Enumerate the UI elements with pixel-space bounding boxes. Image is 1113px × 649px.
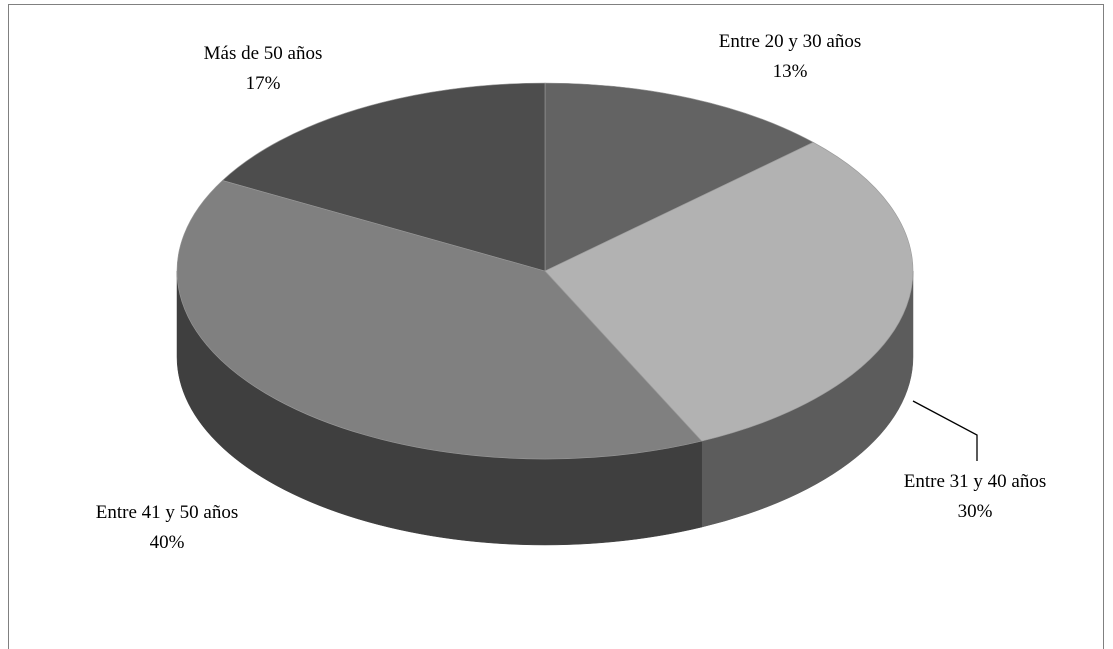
pie-top-slices	[176, 82, 914, 460]
label-percent-entre-31-y-40-anos: 30%	[958, 501, 993, 522]
label-category-entre-41-y-50-anos: Entre 41 y 50 años	[96, 502, 238, 523]
label-category-entre-31-y-40-anos: Entre 31 y 40 años	[904, 471, 1046, 492]
pie-slice-entre-20-y-30-anos	[544, 82, 814, 272]
label-category-entre-20-y-30-anos: Entre 20 y 30 años	[719, 31, 861, 52]
pie-slice-entre-41-y-50-anos	[176, 180, 703, 460]
leader-line-entre-31-y-40-anos	[912, 400, 978, 461]
label-percent-entre-20-y-30-anos: 13%	[773, 61, 808, 82]
label-percent-mas-de-50-anos: 17%	[246, 73, 281, 94]
pie-chart: Entre 20 y 30 años 13% Entre 31 y 40 años 3…	[96, 31, 1046, 553]
leader-lines	[912, 400, 978, 461]
pie-slice-mas-de-50-anos	[221, 82, 546, 272]
pie-slice-entre-31-y-40-anos	[544, 141, 914, 442]
data-labels: Entre 20 y 30 años 13% Entre 31 y 40 años 3…	[96, 31, 1046, 553]
label-category-mas-de-50-anos: Más de 50 años	[204, 43, 323, 64]
chart-frame: Entre 20 y 30 años 13% Entre 31 y 40 años 3…	[8, 4, 1104, 649]
label-percent-entre-41-y-50-anos: 40%	[150, 532, 185, 553]
